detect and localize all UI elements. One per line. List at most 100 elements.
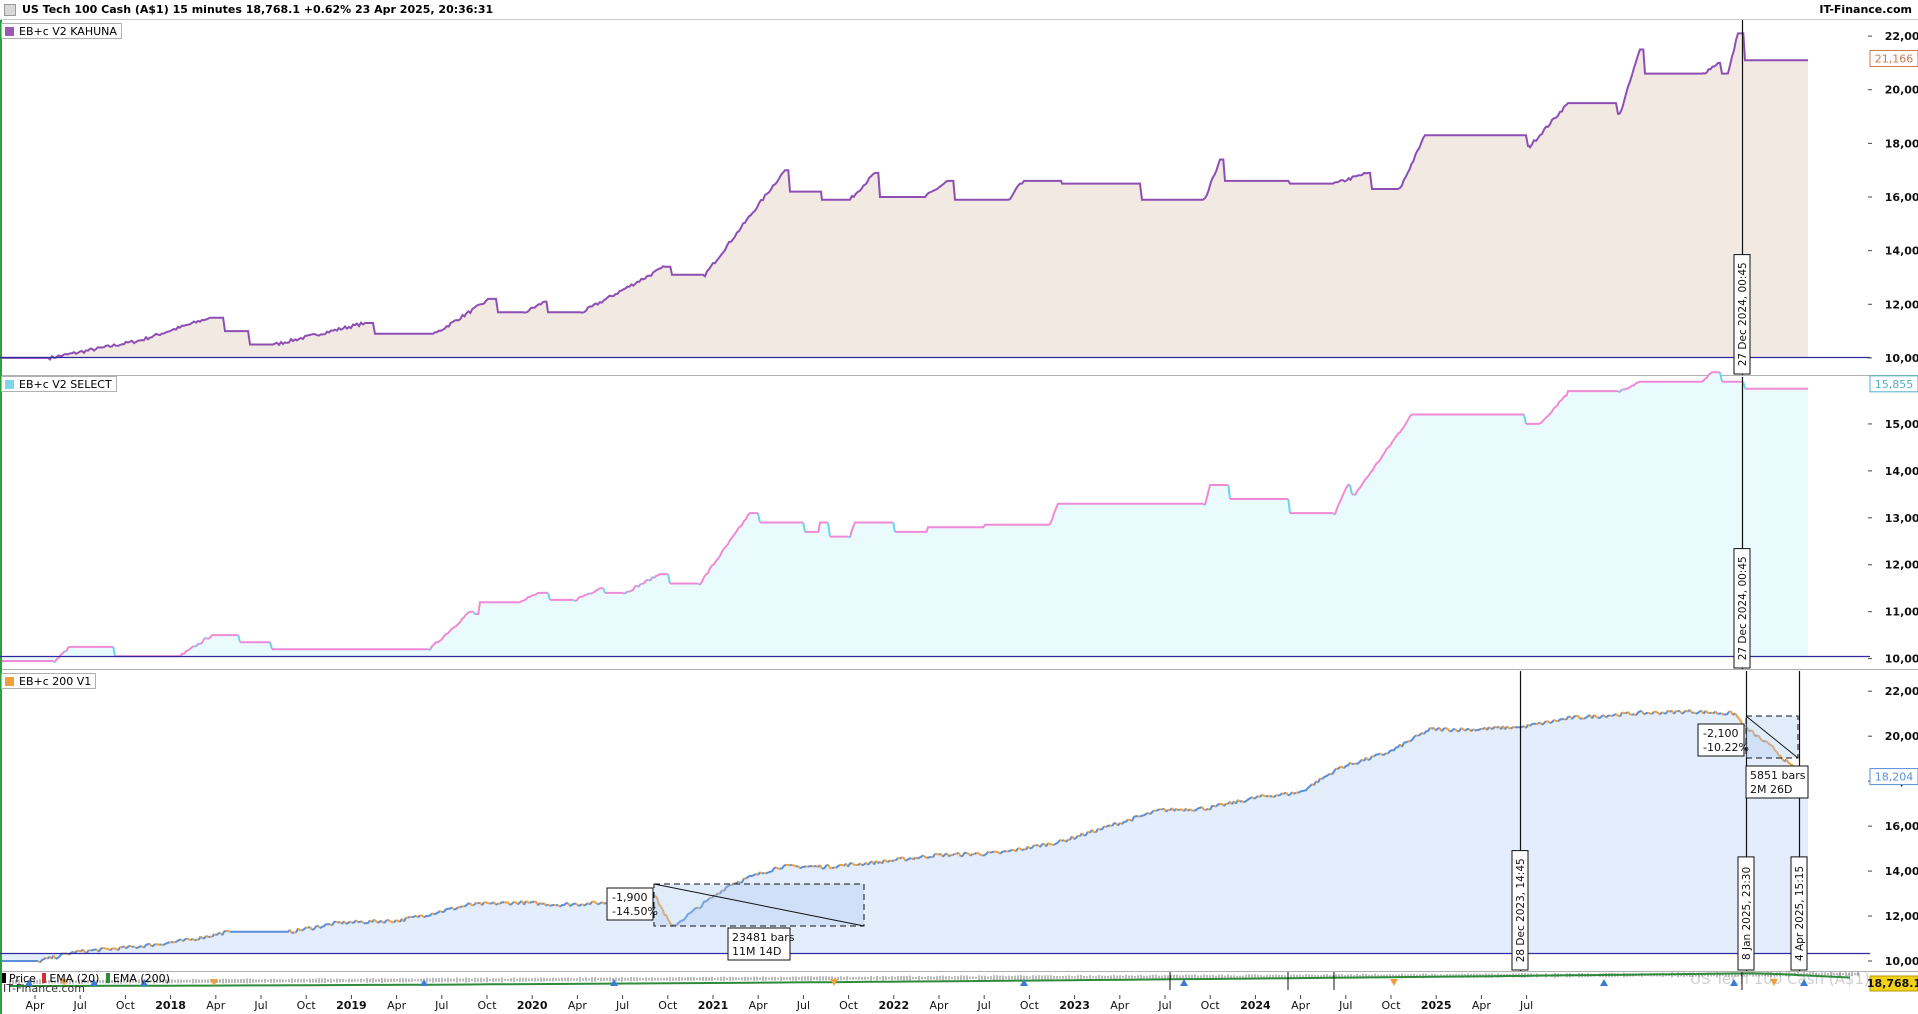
equity-line: [840, 864, 845, 867]
equity-line: [1615, 713, 1621, 718]
equity-line: [1691, 711, 1695, 714]
buy-signal-icon: [1800, 979, 1808, 986]
price-badge-kahuna: 21,166: [1869, 49, 1918, 67]
chart-title-bar: US Tech 100 Cash (A$1) 15 minutes 18,768…: [0, 0, 1918, 20]
equity-line: [578, 903, 583, 907]
equity-line: [910, 857, 914, 861]
equity-line: [883, 859, 889, 863]
equity-line: [1149, 809, 1155, 815]
equity-line: [383, 918, 389, 924]
price-swatch-icon: [2, 973, 6, 983]
equity-line: [667, 573, 671, 584]
equity-line: [301, 926, 307, 932]
equity-line: [195, 643, 199, 648]
equity-line: [1173, 808, 1177, 812]
crosshair-panel-2: 27 Dec 2024, 00:45: [1733, 377, 1751, 669]
axis-tick-label: 22,000: [1885, 685, 1918, 698]
equity-line: [731, 882, 735, 886]
equity-line: [355, 919, 359, 923]
buy-signal-icon: [1730, 979, 1738, 986]
equity-line: [1343, 762, 1351, 769]
equity-line: [671, 924, 675, 927]
price-panel-legend[interactable]: Price EMA (20) EMA (200): [2, 972, 173, 985]
chart-area[interactable]: 22,000 20,000 18,000 16,000 14,000 12,000 10,0…: [0, 20, 1918, 1014]
equity-line: [1355, 758, 1363, 765]
equity-line: [1631, 713, 1635, 716]
marker-label-box: [1733, 254, 1751, 375]
equity-line: [463, 902, 471, 908]
panel-legend-label: EB+c V2 SELECT: [19, 378, 112, 391]
equity-line: [109, 947, 114, 952]
time-month-label: Apr: [749, 999, 769, 1012]
time-month-label: Oct: [477, 999, 497, 1012]
equity-line: [735, 880, 739, 885]
equity-line: [1563, 718, 1567, 721]
time-month-label: Jul: [1157, 999, 1171, 1012]
equity-line: [1021, 848, 1025, 852]
equity-line: [1472, 728, 1476, 732]
equity-line: [115, 645, 195, 658]
legend-item-ema20[interactable]: EMA (20): [42, 972, 99, 985]
equity-line: [1617, 390, 1621, 394]
equity-line: [1213, 804, 1217, 808]
time-month-label: Apr: [1110, 999, 1130, 1012]
equity-line: [765, 866, 777, 875]
equity-line: [215, 931, 221, 937]
panel-legend-kahuna[interactable]: EB+c V2 KAHUNA: [1, 23, 122, 39]
equity-line: [85, 949, 90, 954]
equity-line: [451, 906, 455, 911]
equity-line: [805, 521, 828, 533]
equity-line: [2, 32, 1808, 361]
panel-legend-v1[interactable]: EB+c 200 V1: [1, 673, 97, 689]
measurement-change: -1,900: [612, 891, 647, 904]
equity-line: [1681, 709, 1687, 715]
equity-line: [1729, 710, 1734, 716]
equity-line: [899, 856, 902, 860]
equity-line: [1017, 847, 1023, 851]
equity-line: [1575, 714, 1581, 720]
equity-line: [569, 902, 577, 907]
axis-tick-label: 20,000: [1885, 84, 1918, 97]
equity-line: [1035, 844, 1039, 847]
time-month-label: Oct: [839, 999, 859, 1012]
equity-line: [1750, 729, 1756, 737]
equity-line: [559, 902, 569, 908]
equity-line: [1337, 766, 1341, 770]
equity-line: [1635, 710, 1642, 716]
equity-line: [1335, 767, 1339, 771]
axis-tick-label: 18,000: [1885, 137, 1918, 150]
panel-legend-select[interactable]: EB+c V2 SELECT: [1, 376, 117, 392]
equity-line: [133, 945, 137, 949]
legend-item-ema200[interactable]: EMA (200): [105, 972, 170, 985]
equity-line: [363, 919, 371, 925]
equity-line: [1029, 844, 1035, 850]
brand-label: IT-Finance.com: [1819, 3, 1912, 16]
equity-line: [503, 901, 511, 906]
equity-line: [1237, 799, 1241, 803]
equity-line: [90, 948, 97, 952]
equity-line: [335, 920, 339, 924]
equity-line: [821, 863, 829, 870]
crosshair-panel-1: 27 Dec 2024, 00:45: [1733, 20, 1751, 375]
price-badge-text: 21,166: [1875, 52, 1914, 65]
equity-line: [155, 942, 160, 946]
legend-swatch-icon: [5, 677, 14, 686]
equity-line: [387, 918, 395, 924]
time-month-label: Oct: [658, 999, 678, 1012]
buy-signal-icon: [25, 979, 33, 986]
sell-signal-icon: [1770, 979, 1778, 986]
instrument-flag-icon: [4, 4, 16, 16]
legend-item-price[interactable]: Price: [2, 972, 36, 985]
equity-line: [1661, 711, 1665, 715]
equity-line: [469, 902, 475, 907]
equity-line: [1695, 709, 1703, 715]
equity-line: [811, 865, 815, 868]
equity-line: [291, 931, 295, 935]
equity-line: [345, 920, 351, 925]
price-badge-box: [1869, 375, 1918, 393]
equity-line: [948, 854, 952, 858]
equity-line: [761, 871, 765, 875]
equity-line: [162, 941, 170, 946]
equity-line: [190, 937, 194, 941]
price-badge-box: [1869, 975, 1918, 992]
